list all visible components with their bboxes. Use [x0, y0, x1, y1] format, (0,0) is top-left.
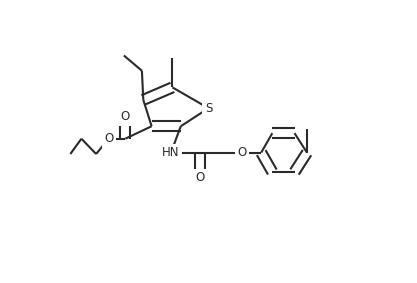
Text: O: O — [121, 110, 130, 123]
Text: O: O — [196, 171, 205, 184]
Text: HN: HN — [162, 146, 180, 159]
Text: O: O — [237, 146, 246, 159]
Text: S: S — [205, 102, 212, 115]
Text: O: O — [104, 132, 113, 145]
